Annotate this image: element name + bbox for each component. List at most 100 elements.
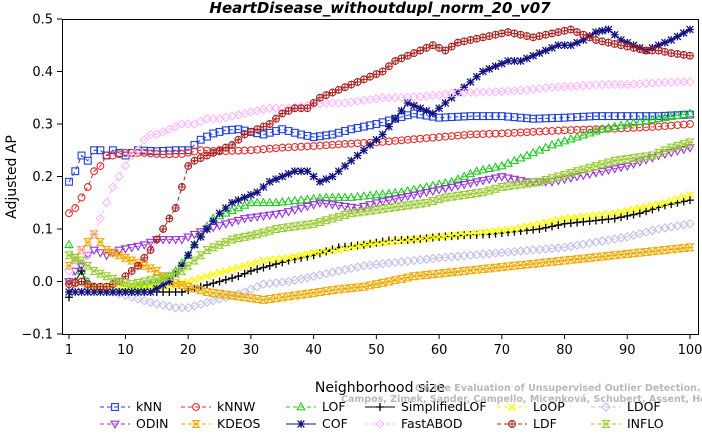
data-point [415,190,426,199]
data-point [673,32,682,41]
data-point [673,194,682,203]
data-point [196,274,205,282]
data-point [496,173,507,182]
data-point [540,258,551,267]
data-point [454,231,462,239]
legend-marker [508,420,516,428]
y-axis-label: Adjusted AP [4,135,20,219]
data-point [415,199,426,208]
data-point [647,151,658,160]
data-point [315,288,325,296]
data-point [96,146,105,155]
data-point [139,134,150,145]
data-point [566,213,575,222]
x-tick-label: 1 [65,343,73,358]
data-point [71,167,80,176]
data-point [333,266,344,276]
data-point [484,264,495,273]
data-point [189,230,200,240]
data-point [221,238,231,247]
data-point [164,124,175,135]
data-point [365,190,375,199]
data-point [352,191,363,201]
data-point [246,267,255,275]
series-kdeos [64,230,695,304]
data-point [253,188,262,197]
data-point [622,118,633,128]
data-point [385,122,393,131]
data-point [271,294,281,303]
data-point [359,240,368,249]
data-point [265,120,274,128]
data-point [265,177,274,186]
data-point [572,173,582,182]
data-point [559,175,570,185]
data-point [471,166,482,175]
data-point [603,122,614,132]
data-point [352,283,363,292]
data-point [234,196,243,205]
data-point [617,208,625,216]
data-point [402,273,413,282]
data-point [609,251,620,260]
data-point [170,279,181,288]
y-tick-label: 0.5 [32,13,53,28]
data-point [522,260,532,269]
data-point [679,50,688,59]
data-point [239,215,250,224]
data-point [272,260,280,268]
data-point [377,92,388,103]
data-point [365,206,375,215]
data-point [352,208,363,217]
data-point [189,119,200,129]
data-point [603,158,614,167]
data-point [623,206,632,215]
data-point [686,120,694,128]
data-point [647,114,658,124]
data-point [479,228,487,237]
legend-marker [508,403,516,411]
data-point [377,204,388,213]
data-point [171,204,180,212]
data-point [597,160,607,169]
data-point [252,197,263,207]
data-point [641,152,651,161]
data-point [90,167,99,176]
data-point [497,59,506,68]
data-point [108,182,118,192]
y-tick-label: 0.1 [32,223,53,238]
data-point [559,135,570,145]
data-point [209,270,218,279]
data-point [278,172,287,181]
data-point [578,165,589,174]
data-point [609,121,620,130]
legend-item-ldf: LDF [497,416,557,431]
data-point [265,255,274,264]
data-point [140,288,149,296]
x-axis-label: Neighborhood size [315,380,445,396]
data-point [221,290,231,299]
data-point [579,217,588,226]
y-tick-label: 0.0 [32,275,53,290]
data-point [95,213,106,224]
data-point [65,177,73,186]
data-point [548,222,556,231]
data-point [686,196,694,205]
data-point [296,195,306,204]
data-point [145,264,156,273]
data-point [422,106,431,115]
y-axis: −0.1 0.0 0.1 0.2 0.3 0.4 0.5 [21,13,62,343]
data-point [366,141,374,149]
data-point [277,224,288,233]
data-point [609,165,620,174]
legend-item-ldof: LDOF [591,399,661,414]
data-point [152,235,161,244]
data-point [535,49,544,58]
legend-item-cof: COF [286,416,348,431]
data-point [296,204,306,214]
data-point [629,205,638,214]
data-point [515,180,526,189]
data-point [246,284,256,295]
data-point [428,109,437,118]
data-point [259,256,268,265]
